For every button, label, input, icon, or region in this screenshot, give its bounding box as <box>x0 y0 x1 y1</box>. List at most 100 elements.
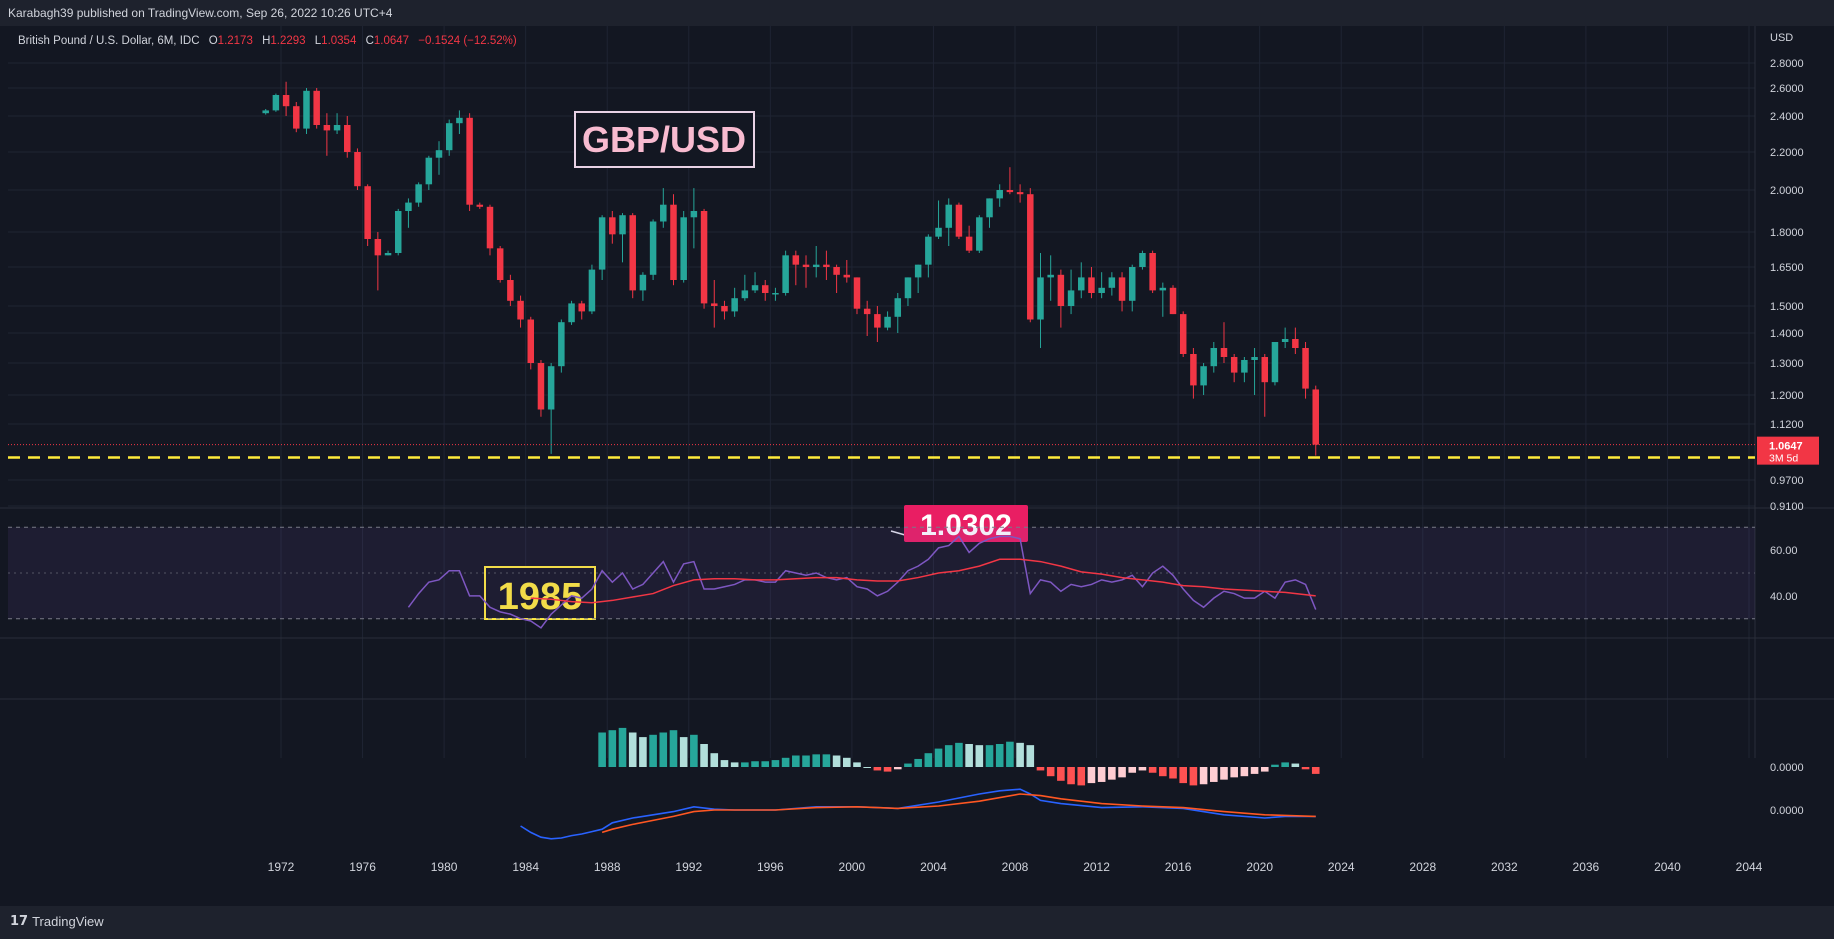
candle-body[interactable] <box>1281 339 1289 342</box>
year-label-box[interactable] <box>484 566 596 620</box>
candle-body[interactable] <box>1251 357 1258 360</box>
candle-body[interactable] <box>894 298 902 317</box>
candle-body[interactable] <box>1047 274 1054 278</box>
candle-body[interactable] <box>761 285 769 293</box>
candle-body[interactable] <box>1128 267 1136 301</box>
candle-body[interactable] <box>364 186 371 239</box>
candle-body[interactable] <box>598 217 606 270</box>
candle-body[interactable] <box>1271 342 1279 383</box>
candle-body[interactable] <box>1220 348 1228 357</box>
candle-body[interactable] <box>965 236 973 251</box>
candle-body[interactable] <box>333 125 341 131</box>
candle-body[interactable] <box>1169 287 1177 315</box>
candle-body[interactable] <box>445 123 453 151</box>
candle-body[interactable] <box>935 227 942 237</box>
candle-body[interactable] <box>863 308 871 315</box>
candle-body[interactable] <box>527 319 535 364</box>
candle-body[interactable] <box>507 280 514 301</box>
candle-body[interactable] <box>619 215 626 235</box>
candle-body[interactable] <box>996 190 1003 199</box>
candle-body[interactable] <box>1016 192 1024 195</box>
candle-body[interactable] <box>700 211 708 304</box>
candle-body[interactable] <box>751 285 759 291</box>
candle-body[interactable] <box>925 236 932 265</box>
candle-body[interactable] <box>741 290 749 299</box>
candle-body[interactable] <box>649 221 657 275</box>
candle-body[interactable] <box>344 125 351 152</box>
candle-body[interactable] <box>1108 277 1116 288</box>
candle-body[interactable] <box>1261 357 1269 383</box>
candle-body[interactable] <box>405 202 412 211</box>
candle-body[interactable] <box>792 255 800 265</box>
candle-body[interactable] <box>1118 277 1126 301</box>
candle-body[interactable] <box>711 303 718 306</box>
candle-body[interactable] <box>772 293 779 295</box>
candle-body[interactable] <box>874 314 881 328</box>
support-label-box[interactable] <box>904 505 1028 542</box>
candle-body[interactable] <box>670 204 677 280</box>
candle-body[interactable] <box>547 366 555 410</box>
candle-body[interactable] <box>853 277 861 309</box>
candle-body[interactable] <box>782 255 789 293</box>
candle-body[interactable] <box>1139 253 1146 267</box>
candle-body[interactable] <box>639 274 647 291</box>
candle-body[interactable] <box>313 90 320 125</box>
candle-body[interactable] <box>690 211 698 218</box>
candle-body[interactable] <box>609 217 616 235</box>
candle-body[interactable] <box>1149 253 1156 291</box>
tradingview-brand[interactable]: 𝟭𝟳 TradingView <box>10 914 104 929</box>
candle-body[interactable] <box>262 110 269 114</box>
candle-body[interactable] <box>558 322 565 367</box>
candle-body[interactable] <box>955 204 963 237</box>
candle-body[interactable] <box>1241 360 1248 373</box>
candle-body[interactable] <box>1190 354 1197 386</box>
candle-body[interactable] <box>456 117 463 124</box>
candle-body[interactable] <box>282 95 290 107</box>
candle-body[interactable] <box>812 264 820 267</box>
candle-body[interactable] <box>425 157 433 185</box>
candle-body[interactable] <box>660 204 667 222</box>
candle-body[interactable] <box>568 303 575 323</box>
candle-body[interactable] <box>986 198 993 218</box>
candle-body[interactable] <box>1292 339 1299 348</box>
candle-body[interactable] <box>1200 366 1207 386</box>
candle-body[interactable] <box>303 90 310 129</box>
candle-body[interactable] <box>476 204 484 207</box>
candle-body[interactable] <box>537 363 545 410</box>
candle-body[interactable] <box>884 316 891 328</box>
candle-body[interactable] <box>1098 287 1105 293</box>
candle-body[interactable] <box>976 217 983 251</box>
candle-body[interactable] <box>823 264 830 267</box>
candle-body[interactable] <box>1312 389 1319 445</box>
candle-body[interactable] <box>1210 348 1218 367</box>
candle-body[interactable] <box>588 269 596 312</box>
candle-body[interactable] <box>578 303 585 312</box>
candle-body[interactable] <box>415 184 422 203</box>
candle-body[interactable] <box>272 95 280 111</box>
candle-body[interactable] <box>1057 274 1065 306</box>
candle-body[interactable] <box>1088 277 1095 293</box>
pair-label-box[interactable] <box>574 111 755 168</box>
candle-body[interactable] <box>1159 287 1167 291</box>
chart-svg[interactable]: USD 2.8000 2.6000 2.4000 2.2000 2.0000 1.8000 1… <box>0 26 1834 906</box>
candle-body[interactable] <box>496 248 504 280</box>
candle-body[interactable] <box>1078 277 1085 291</box>
candle-body[interactable] <box>914 264 922 278</box>
candle-body[interactable] <box>354 152 361 187</box>
candle-body[interactable] <box>323 125 331 131</box>
candle-body[interactable] <box>374 239 382 256</box>
candle-body[interactable] <box>1179 314 1187 354</box>
chart-area[interactable]: USD 2.8000 2.6000 2.4000 2.2000 2.0000 1.8000 1… <box>0 26 1834 906</box>
candle-body[interactable] <box>721 306 728 312</box>
candle-body[interactable] <box>731 298 738 312</box>
candle-body[interactable] <box>945 204 952 228</box>
candle-body[interactable] <box>1067 290 1075 306</box>
candle-body[interactable] <box>904 277 912 299</box>
candle-body[interactable] <box>802 264 810 267</box>
candle-body[interactable] <box>435 150 443 158</box>
candle-body[interactable] <box>1302 348 1309 389</box>
candle-body[interactable] <box>1006 190 1014 193</box>
candle-body[interactable] <box>629 215 636 291</box>
candle-body[interactable] <box>466 117 473 205</box>
candle-body[interactable] <box>1230 357 1238 373</box>
